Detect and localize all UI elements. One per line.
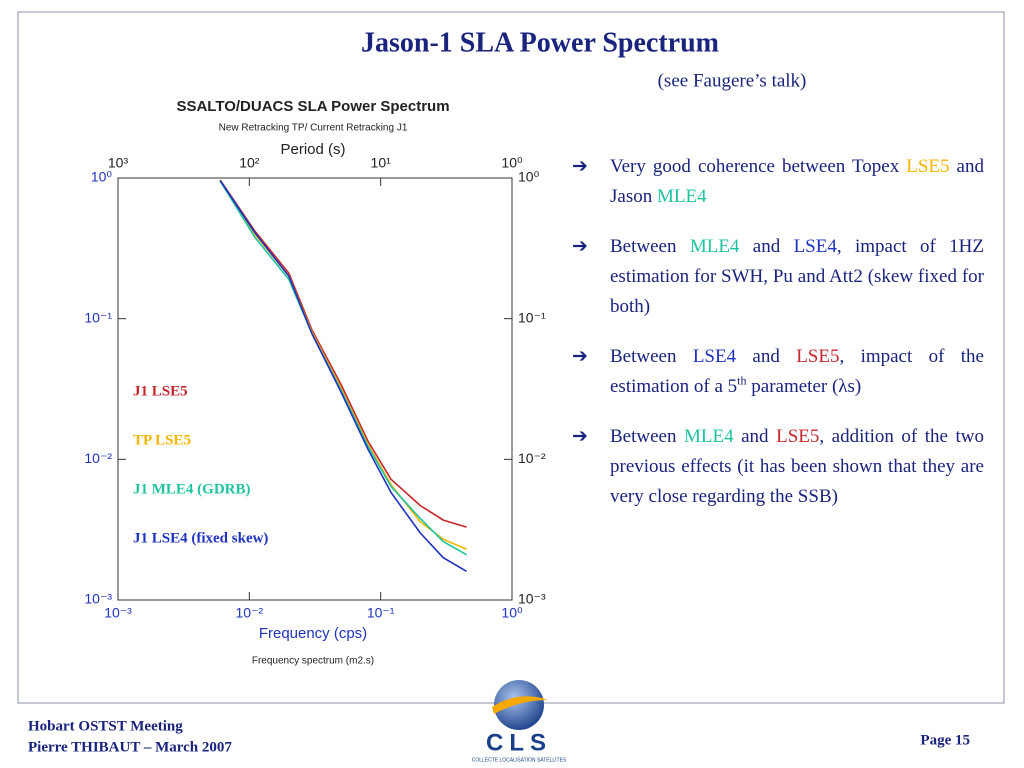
bullet-text: and: [736, 346, 797, 367]
bullet-text: MLE4: [656, 186, 707, 207]
chart-caption: Frequency spectrum (m2.s): [252, 656, 374, 667]
chart-title: SSALTO/DUACS SLA Power Spectrum: [176, 98, 449, 115]
slide-title: Jason-1 SLA Power Spectrum: [361, 27, 719, 58]
x-tick-label: 10⁰: [501, 605, 523, 621]
legend-entry: J1 LSE4 (fixed skew): [133, 530, 268, 546]
footer-author: Pierre THIBAUT – March 2007: [28, 739, 232, 755]
y-tick-label-right: 10⁻²: [518, 450, 546, 466]
bullet-text: LSE4: [692, 346, 737, 367]
bullet-text: Between: [610, 426, 684, 447]
spectrum-line: [219, 180, 467, 556]
y-tick-label: 10⁰: [91, 169, 113, 185]
bullet: ➔ Between LSE4 and LSE5, impact of the es…: [572, 342, 984, 402]
bullet-arrow: ➔: [572, 156, 588, 177]
bullet-text: MLE4: [684, 426, 734, 447]
logo-tagline: COLLECTE LOCALISATION SATELLITES: [472, 757, 567, 763]
legend-entry: TP LSE5: [133, 432, 191, 448]
logo-globe: [494, 680, 544, 730]
bullet-arrow: ➔: [572, 346, 588, 367]
footer-meeting: Hobart OSTST Meeting: [28, 718, 183, 734]
footer-page: Page 15: [920, 732, 970, 748]
chart-panel: [95, 95, 547, 673]
logo-swoosh: [492, 696, 548, 714]
bullet-text: Between: [610, 236, 690, 257]
bullet-text: th: [737, 373, 747, 388]
bullet-text: and: [733, 426, 777, 447]
spectrum-line: [219, 180, 467, 572]
bullet-text: LSE4: [793, 236, 837, 257]
x2-tick-label: 10²: [239, 155, 260, 171]
legend-entry: J1 LSE5: [133, 383, 188, 399]
bullet-arrow: ➔: [572, 236, 588, 257]
plot-frame: [117, 177, 513, 601]
bullet-text: LSE5: [776, 426, 820, 447]
bullet-text: , impact of the estimation of a 5: [610, 346, 984, 397]
bullet-text: LSE5: [906, 156, 950, 177]
bullet-text: Very good coherence between Topex: [610, 156, 907, 177]
y-tick-label: 10⁻¹: [84, 309, 112, 325]
x-tick-label: 10⁻¹: [367, 605, 395, 621]
y-tick-label-right: 10⁻³: [518, 591, 546, 607]
bullet-list: ➔ Very good coherence between Topex LSE5 …: [572, 152, 984, 532]
bullet-text: Between: [610, 346, 693, 367]
x-tick-label: 10⁻³: [104, 605, 132, 621]
y-tick-label: 10⁻²: [84, 450, 112, 466]
y-tick-label-right: 10⁻¹: [518, 309, 546, 325]
y-tick-label-right: 10⁰: [518, 169, 540, 185]
x2-tick-label: 10³: [108, 155, 129, 171]
bullet-text: , impact of 1HZ estimation for SWH, Pu a…: [610, 236, 985, 317]
bullet-arrow: ➔: [572, 426, 588, 447]
bullet-text: , addition of the two previous effects (…: [610, 426, 985, 507]
y-tick-label: 10⁻³: [84, 591, 112, 607]
bullet: ➔ Between MLE4 and LSE4, impact of 1HZ es…: [572, 232, 984, 322]
x-tick-label: 10⁻²: [236, 605, 264, 621]
bullet-text: MLE4: [689, 236, 740, 257]
bullet: ➔ Very good coherence between Topex LSE5 …: [572, 152, 984, 212]
x2-axis-label: Period (s): [280, 141, 345, 158]
slide-subtitle: (see Faugere’s talk): [658, 70, 807, 91]
spectrum-line: [219, 179, 467, 528]
legend-entry: J1 MLE4 (GDRB): [133, 481, 251, 497]
bullet-text: and: [739, 236, 794, 257]
x-axis-label: Frequency (cps): [259, 625, 367, 642]
x2-tick-label: 10¹: [371, 155, 392, 171]
chart-subtitle: New Retracking TP/ Current Retracking J1: [219, 123, 408, 134]
bullet: ➔ Between MLE4 and LSE5, addition of the …: [572, 422, 984, 512]
x2-tick-label: 10⁰: [501, 155, 523, 171]
bullet-text: LSE5: [796, 346, 840, 367]
bullet-text: parameter (λs): [746, 376, 862, 397]
bullet-text: and Jason: [610, 156, 984, 207]
logo-text: CLS: [486, 729, 552, 756]
